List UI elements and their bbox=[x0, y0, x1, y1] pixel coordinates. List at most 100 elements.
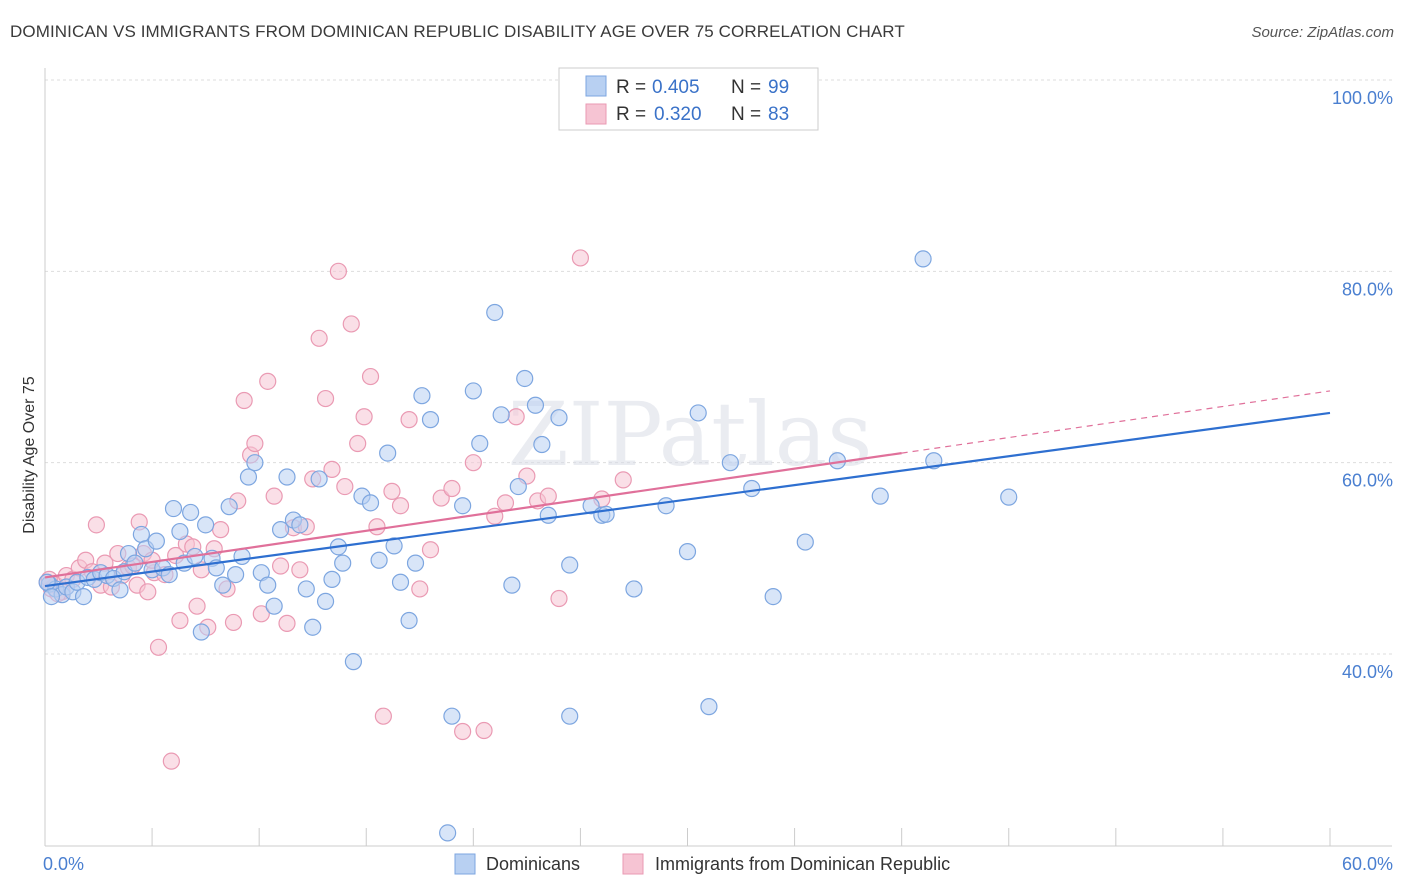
bottom-legend-label-pink: Immigrants from Dominican Republic bbox=[655, 854, 950, 874]
data-point-dominicans bbox=[391, 573, 410, 591]
data-point-immigrants bbox=[507, 408, 525, 426]
data-point-dominicans bbox=[111, 581, 129, 599]
data-point-dominicans bbox=[246, 454, 264, 472]
data-point-dominicans bbox=[233, 547, 251, 566]
data-point-dominicans bbox=[400, 611, 418, 630]
data-point-dominicans bbox=[509, 477, 527, 496]
data-point-immigrants bbox=[212, 521, 230, 539]
legend-n-label-pink: N = bbox=[731, 104, 761, 125]
data-point-dominicans bbox=[197, 516, 215, 534]
data-point-immigrants bbox=[329, 262, 348, 280]
data-point-dominicans bbox=[147, 532, 165, 550]
data-point-dominicans bbox=[561, 556, 579, 574]
data-point-dominicans bbox=[526, 396, 545, 414]
data-point-immigrants bbox=[571, 249, 590, 267]
data-point-dominicans bbox=[344, 653, 362, 671]
axes bbox=[44, 68, 1392, 847]
data-point-dominicans bbox=[700, 698, 718, 716]
data-point-dominicans bbox=[310, 470, 328, 488]
data-point-dominicans bbox=[421, 411, 440, 429]
data-point-dominicans bbox=[291, 516, 309, 534]
data-point-dominicans bbox=[561, 707, 579, 725]
data-point-immigrants bbox=[235, 391, 253, 410]
legend-n-value-pink: 83 bbox=[768, 104, 789, 125]
data-point-dominicans bbox=[259, 576, 277, 594]
data-point-dominicans bbox=[164, 499, 183, 518]
legend-top: R = 0.405 N = 99 R = 0.320 N = 83 bbox=[558, 67, 819, 131]
data-point-immigrants bbox=[265, 487, 283, 505]
data-point-immigrants bbox=[614, 471, 632, 489]
data-point-immigrants bbox=[259, 372, 277, 390]
data-point-dominicans bbox=[316, 592, 335, 610]
data-point-dominicans bbox=[625, 580, 643, 598]
data-point-dominicans bbox=[413, 387, 431, 405]
data-point-immigrants bbox=[149, 638, 168, 656]
data-point-dominicans bbox=[271, 521, 290, 539]
data-point-dominicans bbox=[764, 587, 782, 606]
data-point-immigrants bbox=[550, 589, 568, 608]
data-point-immigrants bbox=[539, 487, 557, 505]
data-point-dominicans bbox=[74, 587, 93, 606]
data-point-dominicans bbox=[385, 537, 403, 555]
chart-source: Source: ZipAtlas.com bbox=[1251, 24, 1394, 41]
data-point-immigrants bbox=[310, 329, 328, 347]
data-point-dominicans bbox=[516, 369, 534, 388]
chart-title: DOMINICAN VS IMMIGRANTS FROM DOMINICAN R… bbox=[10, 22, 905, 41]
data-point-immigrants bbox=[342, 315, 360, 333]
data-point-dominicans bbox=[721, 454, 739, 472]
data-point-immigrants bbox=[336, 477, 354, 496]
data-point-dominicans bbox=[1000, 488, 1018, 506]
data-point-immigrants bbox=[374, 707, 392, 725]
data-point-dominicans bbox=[182, 503, 200, 522]
data-point-dominicans bbox=[370, 551, 388, 569]
data-point-dominicans bbox=[297, 580, 315, 598]
data-point-dominicans bbox=[334, 554, 352, 572]
legend-bottom: Dominicans Immigrants from Dominican Rep… bbox=[454, 853, 950, 875]
data-point-dominicans bbox=[323, 570, 341, 588]
data-point-immigrants bbox=[383, 482, 401, 500]
data-point-immigrants bbox=[411, 580, 429, 598]
data-point-immigrants bbox=[162, 752, 180, 770]
data-point-dominicans bbox=[227, 565, 245, 584]
data-point-immigrants bbox=[171, 611, 189, 630]
data-point-immigrants bbox=[400, 411, 418, 429]
data-point-dominicans bbox=[871, 487, 889, 505]
data-point-dominicans bbox=[304, 618, 322, 636]
data-point-immigrants bbox=[496, 494, 515, 512]
data-point-dominicans bbox=[657, 497, 675, 515]
data-point-dominicans bbox=[689, 404, 707, 422]
data-point-dominicans bbox=[278, 468, 296, 486]
data-point-dominicans bbox=[678, 543, 697, 561]
data-point-immigrants bbox=[464, 454, 482, 472]
data-point-immigrants bbox=[355, 408, 373, 426]
data-point-immigrants bbox=[188, 597, 206, 615]
data-point-immigrants bbox=[246, 434, 264, 453]
legend-n-label-blue: N = bbox=[731, 77, 761, 98]
data-point-immigrants bbox=[291, 561, 309, 579]
data-point-dominicans bbox=[492, 406, 510, 424]
data-point-immigrants bbox=[271, 557, 290, 575]
data-point-dominicans bbox=[192, 623, 210, 641]
data-point-dominicans bbox=[239, 468, 258, 486]
data-point-immigrants bbox=[224, 613, 243, 632]
data-point-dominicans bbox=[443, 707, 461, 725]
watermark: ZIPatlas bbox=[508, 383, 873, 486]
x-tick-label: 0.0% bbox=[43, 854, 84, 874]
data-point-immigrants bbox=[252, 605, 270, 623]
data-point-immigrants bbox=[391, 497, 410, 515]
data-point-dominicans bbox=[265, 597, 283, 615]
data-point-immigrants bbox=[421, 541, 440, 559]
data-point-dominicans bbox=[914, 250, 932, 268]
data-point-dominicans bbox=[42, 587, 61, 606]
y-axis-title: Disability Age Over 75 bbox=[21, 376, 38, 534]
legend-swatch-pink bbox=[585, 103, 607, 125]
x-tick-label: 60.0% bbox=[1342, 854, 1393, 874]
data-point-immigrants bbox=[139, 583, 157, 601]
data-point-dominicans bbox=[550, 409, 568, 427]
grid-lines bbox=[45, 79, 1392, 655]
legend-r-label-blue: R = bbox=[616, 77, 646, 98]
data-point-dominicans bbox=[503, 576, 521, 594]
legend-swatch-blue bbox=[585, 75, 607, 97]
data-point-dominicans bbox=[171, 522, 189, 541]
